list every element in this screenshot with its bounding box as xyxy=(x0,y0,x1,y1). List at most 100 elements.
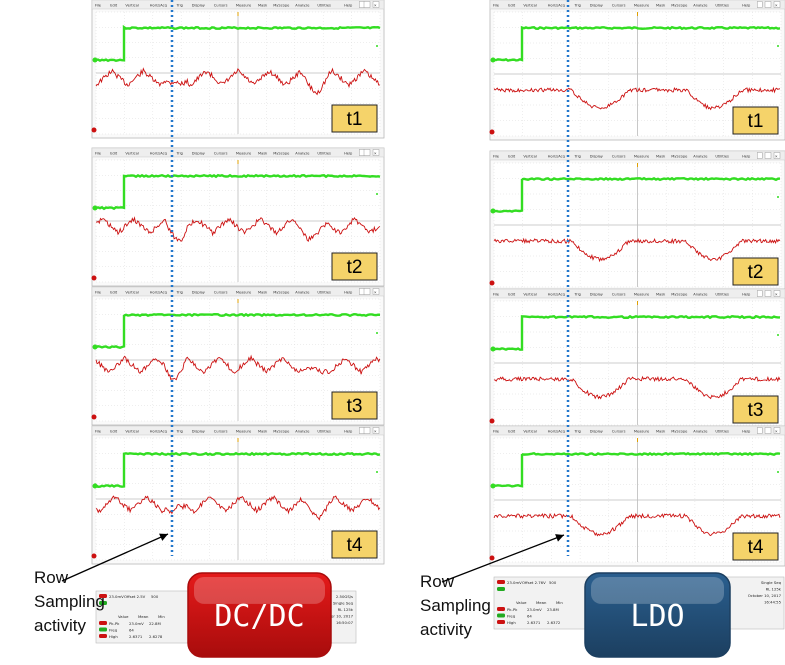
menu-item-analyze[interactable]: Analyze xyxy=(693,430,708,434)
minimize-button[interactable] xyxy=(764,1,772,8)
menu-item-vertical[interactable]: Vertical xyxy=(125,291,138,295)
ldo-button[interactable]: LDO xyxy=(584,572,731,658)
menu-item-horizacq[interactable]: Horiz/Acq xyxy=(548,430,565,434)
menu-item-cursors[interactable]: Cursors xyxy=(612,4,626,8)
menu-item-horizacq[interactable]: Horiz/Acq xyxy=(150,152,167,156)
menu-item-myscope[interactable]: MyScope xyxy=(273,4,290,8)
menu-item-trig[interactable]: Trig xyxy=(176,4,183,8)
menu-item-vertical[interactable]: Vertical xyxy=(125,152,138,156)
menu-item-analyze[interactable]: Analyze xyxy=(295,291,310,295)
menu-item-display[interactable]: Display xyxy=(590,293,604,297)
menu-item-display[interactable]: Display xyxy=(192,4,206,8)
menu-item-analyze[interactable]: Analyze xyxy=(693,293,708,297)
menu-item-mask[interactable]: Mask xyxy=(656,430,666,434)
menu-item-help[interactable]: Help xyxy=(742,155,751,159)
menu-item-analyze[interactable]: Analyze xyxy=(295,4,310,8)
menu-item-file[interactable]: File xyxy=(493,155,500,159)
close-button[interactable] xyxy=(372,427,380,434)
menu-item-edit[interactable]: Edit xyxy=(508,293,516,297)
menu-item-file[interactable]: File xyxy=(493,430,500,434)
menu-item-vertical[interactable]: Vertical xyxy=(125,4,138,8)
menu-item-vertical[interactable]: Vertical xyxy=(523,4,536,8)
menu-item-myscope[interactable]: MyScope xyxy=(671,155,688,159)
minimize-button[interactable] xyxy=(363,149,371,156)
menu-item-trig[interactable]: Trig xyxy=(574,4,581,8)
menu-item-measure[interactable]: Measure xyxy=(236,152,252,156)
minimize-button[interactable] xyxy=(764,290,772,297)
menu-item-horizacq[interactable]: Horiz/Acq xyxy=(150,4,167,8)
menu-item-measure[interactable]: Measure xyxy=(634,4,650,8)
menu-item-mask[interactable]: Mask xyxy=(258,430,268,434)
menu-item-cursors[interactable]: Cursors xyxy=(612,155,626,159)
menu-item-myscope[interactable]: MyScope xyxy=(671,293,688,297)
menu-item-display[interactable]: Display xyxy=(192,152,206,156)
close-button[interactable] xyxy=(372,149,380,156)
menu-item-utilities[interactable]: Utilities xyxy=(715,430,729,434)
menu-item-horizacq[interactable]: Horiz/Acq xyxy=(548,155,565,159)
menu-item-help[interactable]: Help xyxy=(742,430,751,434)
menu-item-file[interactable]: File xyxy=(493,4,500,8)
menu-item-trig[interactable]: Trig xyxy=(176,430,183,434)
button-shape[interactable] xyxy=(584,572,731,658)
menu-item-myscope[interactable]: MyScope xyxy=(273,291,290,295)
menu-item-trig[interactable]: Trig xyxy=(574,293,581,297)
menu-item-mask[interactable]: Mask xyxy=(258,152,268,156)
menu-item-vertical[interactable]: Vertical xyxy=(125,430,138,434)
menu-item-file[interactable]: File xyxy=(95,152,102,156)
menu-add-button[interactable] xyxy=(359,288,365,295)
menu-item-analyze[interactable]: Analyze xyxy=(295,430,310,434)
menu-item-trig[interactable]: Trig xyxy=(176,152,183,156)
menu-item-edit[interactable]: Edit xyxy=(110,152,118,156)
menu-item-cursors[interactable]: Cursors xyxy=(214,4,228,8)
menu-item-cursors[interactable]: Cursors xyxy=(214,430,228,434)
menu-item-display[interactable]: Display xyxy=(590,155,604,159)
menu-add-button[interactable] xyxy=(757,427,763,434)
close-button[interactable] xyxy=(773,152,781,159)
menu-item-utilities[interactable]: Utilities xyxy=(317,430,331,434)
menu-item-help[interactable]: Help xyxy=(742,4,751,8)
menu-item-measure[interactable]: Measure xyxy=(634,430,650,434)
menu-item-mask[interactable]: Mask xyxy=(656,293,666,297)
menu-item-myscope[interactable]: MyScope xyxy=(671,4,688,8)
menu-item-utilities[interactable]: Utilities xyxy=(317,4,331,8)
menu-item-help[interactable]: Help xyxy=(344,291,353,295)
menu-item-mask[interactable]: Mask xyxy=(258,291,268,295)
menu-item-measure[interactable]: Measure xyxy=(236,4,252,8)
menu-item-display[interactable]: Display xyxy=(192,430,206,434)
menu-item-trig[interactable]: Trig xyxy=(574,430,581,434)
menu-item-measure[interactable]: Measure xyxy=(634,155,650,159)
menu-item-mask[interactable]: Mask xyxy=(656,4,666,8)
menu-item-vertical[interactable]: Vertical xyxy=(523,430,536,434)
menu-item-edit[interactable]: Edit xyxy=(508,4,516,8)
minimize-button[interactable] xyxy=(363,288,371,295)
menu-item-help[interactable]: Help xyxy=(344,4,353,8)
menu-item-display[interactable]: Display xyxy=(590,430,604,434)
menu-item-file[interactable]: File xyxy=(95,4,102,8)
menu-item-help[interactable]: Help xyxy=(344,152,353,156)
menu-add-button[interactable] xyxy=(359,149,365,156)
menu-item-cursors[interactable]: Cursors xyxy=(214,152,228,156)
menu-item-trig[interactable]: Trig xyxy=(176,291,183,295)
menu-item-utilities[interactable]: Utilities xyxy=(317,291,331,295)
close-button[interactable] xyxy=(372,1,380,8)
menu-item-horizacq[interactable]: Horiz/Acq xyxy=(150,430,167,434)
menu-item-utilities[interactable]: Utilities xyxy=(715,293,729,297)
dcdc-button[interactable]: DC/DC xyxy=(187,572,332,658)
menu-item-edit[interactable]: Edit xyxy=(110,430,118,434)
menu-item-trig[interactable]: Trig xyxy=(574,155,581,159)
menu-add-button[interactable] xyxy=(757,152,763,159)
button-shape[interactable] xyxy=(187,572,332,658)
menu-item-horizacq[interactable]: Horiz/Acq xyxy=(150,291,167,295)
minimize-button[interactable] xyxy=(363,1,371,8)
menu-item-myscope[interactable]: MyScope xyxy=(273,152,290,156)
minimize-button[interactable] xyxy=(764,152,772,159)
menu-item-file[interactable]: File xyxy=(95,430,102,434)
close-button[interactable] xyxy=(372,288,380,295)
menu-item-cursors[interactable]: Cursors xyxy=(612,293,626,297)
menu-item-display[interactable]: Display xyxy=(590,4,604,8)
minimize-button[interactable] xyxy=(764,427,772,434)
menu-item-display[interactable]: Display xyxy=(192,291,206,295)
menu-item-horizacq[interactable]: Horiz/Acq xyxy=(548,4,565,8)
menu-item-analyze[interactable]: Analyze xyxy=(693,4,708,8)
menu-item-mask[interactable]: Mask xyxy=(656,155,666,159)
